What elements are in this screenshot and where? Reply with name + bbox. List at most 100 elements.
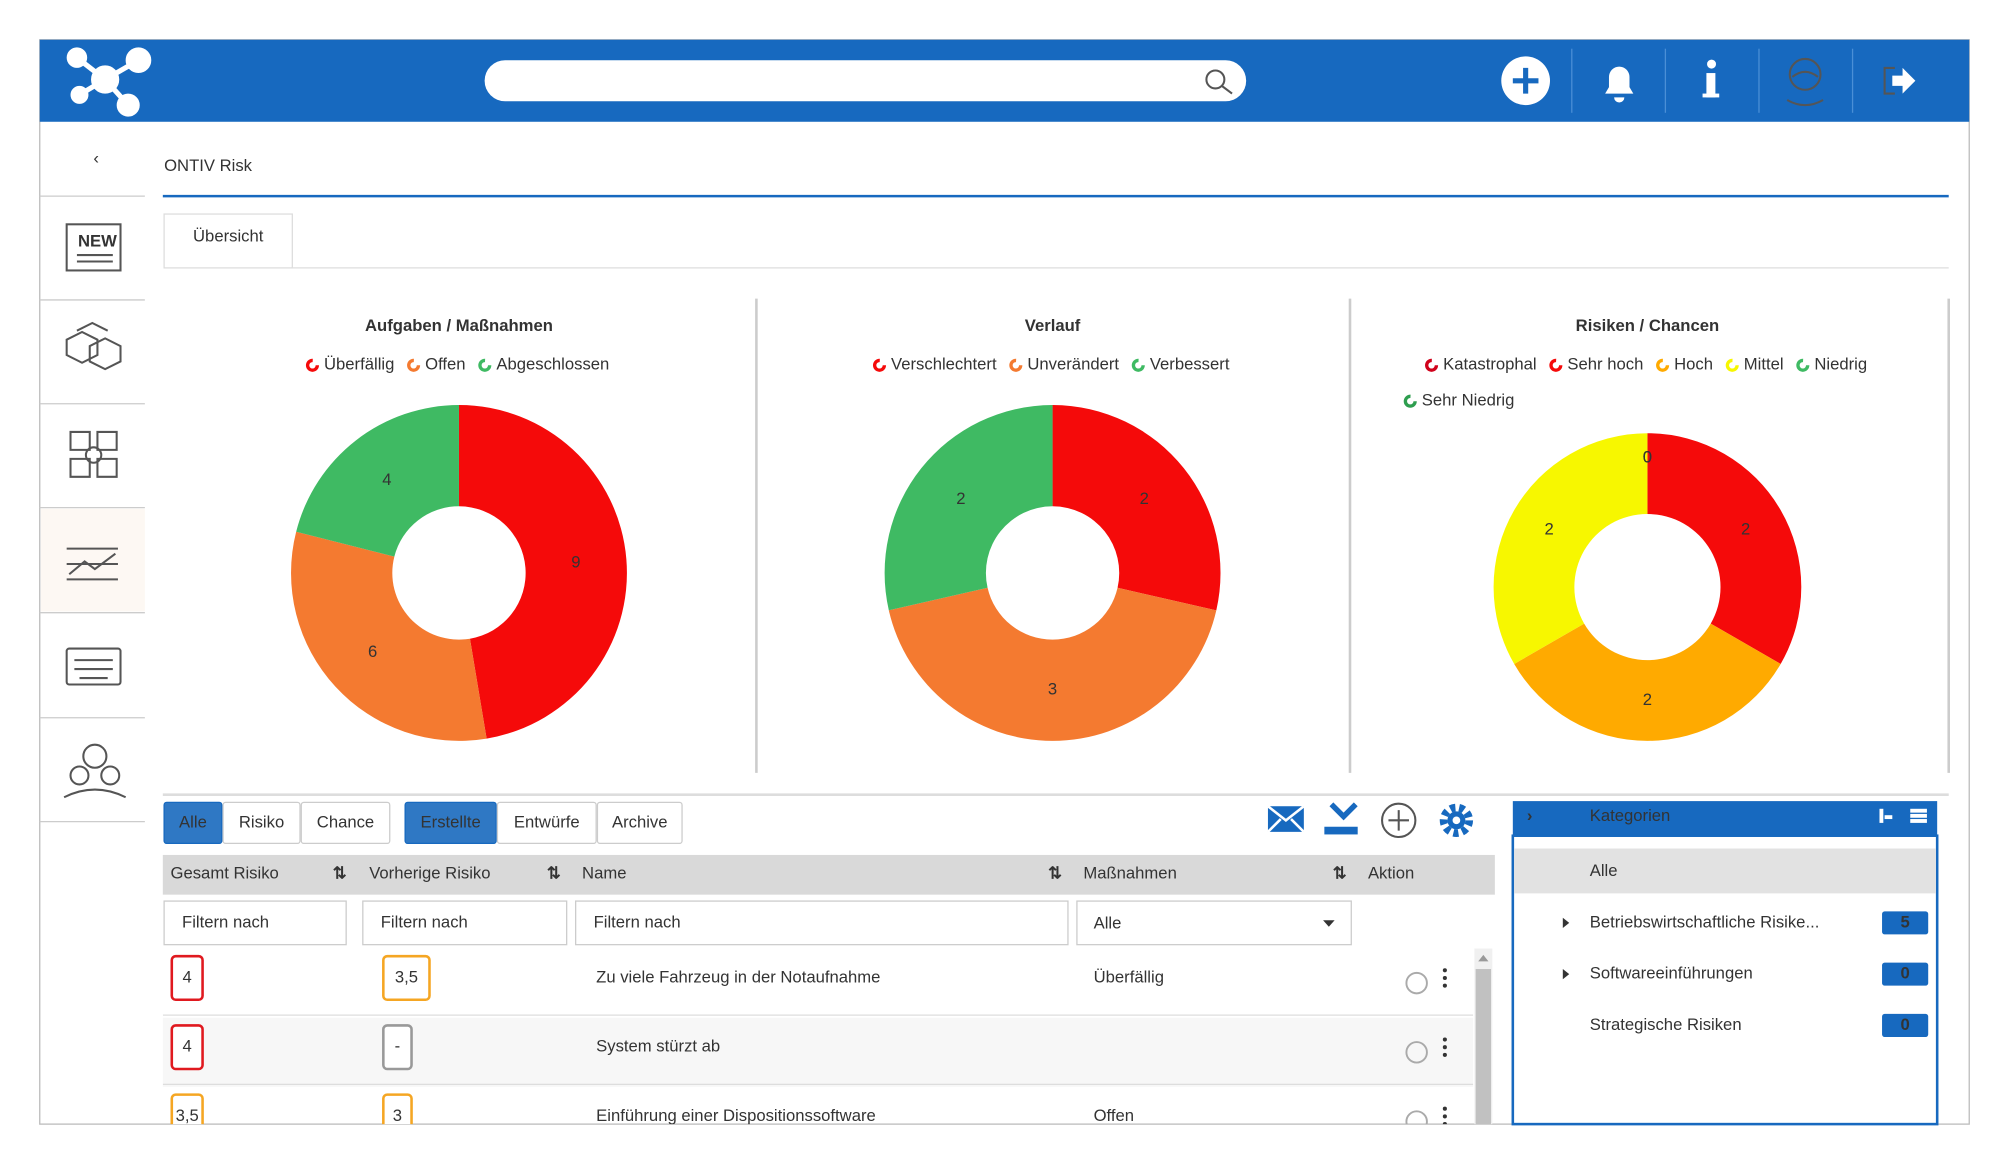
search-bar[interactable] — [484, 60, 1247, 102]
donut-slice[interactable] — [291, 531, 487, 741]
category-all-bg[interactable] — [1514, 848, 1936, 894]
filter-input[interactable] — [163, 900, 347, 946]
column-header[interactable]: Name — [582, 864, 626, 883]
filter-button[interactable] — [222, 801, 301, 845]
menu-dot[interactable] — [1442, 975, 1447, 981]
nav-risk[interactable] — [66, 547, 118, 581]
slice-label: 4 — [382, 470, 391, 489]
filter-button-label[interactable]: Entwürfe — [514, 812, 580, 831]
filter-input[interactable] — [575, 900, 1069, 946]
legend-label[interactable]: Niedrig — [1814, 355, 1867, 374]
filter-button-label[interactable]: Risiko — [239, 812, 284, 831]
column-header[interactable]: Vorherige Risiko — [369, 864, 490, 883]
comment-icon[interactable] — [1405, 1041, 1428, 1064]
collapse-button[interactable]: ‹ — [93, 148, 99, 167]
risk-name[interactable]: Zu viele Fahrzeug in der Notaufnahme — [596, 967, 880, 986]
legend-label[interactable]: Unverändert — [1027, 355, 1119, 374]
categories-tools[interactable] — [1879, 808, 1927, 823]
settings-button[interactable] — [1439, 803, 1474, 837]
donut-slice[interactable] — [1052, 405, 1221, 611]
column-header[interactable]: Aktion — [1368, 864, 1414, 883]
filter-button-label[interactable]: Erstellte — [421, 812, 481, 831]
user-button[interactable] — [1786, 57, 1824, 107]
expand-arrow[interactable] — [1562, 969, 1570, 980]
legend-label[interactable]: Sehr hoch — [1567, 355, 1643, 374]
donut-slice[interactable] — [458, 405, 627, 739]
search-icon[interactable] — [1205, 69, 1233, 95]
donut-slice[interactable] — [1493, 433, 1648, 664]
status-select[interactable] — [1076, 900, 1352, 946]
legend-label[interactable]: Katastrophal — [1443, 355, 1537, 374]
logout-button[interactable] — [1883, 66, 1916, 95]
menu-dot[interactable] — [1442, 1052, 1447, 1057]
legend-label[interactable]: Mittel — [1744, 355, 1784, 374]
mail-button[interactable] — [1267, 805, 1305, 833]
legend-label[interactable]: Hoch — [1674, 355, 1713, 374]
tab-label[interactable]: Übersicht — [193, 227, 264, 246]
donut-slice[interactable] — [296, 405, 459, 557]
filter-button-label[interactable]: Chance — [317, 812, 374, 831]
add-button[interactable] — [1501, 56, 1550, 106]
slice-label: 0 — [1643, 448, 1652, 467]
legend-label[interactable]: Offen — [425, 355, 465, 374]
nav-chat[interactable] — [69, 430, 118, 478]
risk-name[interactable]: Einführung einer Dispositionssoftware — [596, 1106, 876, 1125]
menu-dot[interactable] — [1442, 983, 1447, 988]
legend-label[interactable]: Abgeschlossen — [496, 355, 609, 374]
category-label[interactable]: Strategische Risiken — [1590, 1015, 1742, 1034]
categories-title: Kategorien — [1590, 806, 1671, 825]
categories-toggle[interactable]: › — [1527, 806, 1533, 825]
sort-icon[interactable]: ⇅ — [1333, 864, 1347, 883]
column-header[interactable]: Maßnahmen — [1083, 864, 1177, 883]
donut-slice[interactable] — [1514, 623, 1781, 741]
legend-label[interactable]: Sehr Niedrig — [1422, 391, 1515, 410]
donut-slice[interactable] — [1647, 433, 1802, 664]
column-header[interactable]: Gesamt Risiko — [171, 864, 279, 883]
tab[interactable] — [163, 213, 293, 269]
scroll-up[interactable] — [1478, 954, 1489, 962]
sort-icon[interactable]: ⇅ — [547, 864, 561, 883]
filter-button-label[interactable]: Archive — [612, 812, 668, 831]
filter-button[interactable] — [596, 801, 683, 845]
legend-label[interactable]: Verbessert — [1150, 355, 1230, 374]
risk-name[interactable]: System stürzt ab — [596, 1037, 720, 1056]
scrollbar-thumb[interactable] — [1475, 969, 1492, 1125]
menu-dot[interactable] — [1442, 1037, 1447, 1042]
category-label[interactable]: Softwareeinführungen — [1590, 964, 1753, 983]
menu-dot[interactable] — [1442, 1045, 1447, 1050]
nav-keyboard[interactable] — [65, 647, 122, 686]
nav-news[interactable]: NEW — [65, 223, 122, 272]
filter-button[interactable] — [163, 801, 223, 845]
slice-label: 2 — [1741, 520, 1750, 539]
notification-button[interactable] — [1605, 66, 1634, 103]
filter-button[interactable] — [496, 801, 597, 845]
legend-icon — [478, 358, 492, 372]
sort-icon[interactable]: ⇅ — [1048, 864, 1062, 883]
category-label[interactable]: Betriebswirtschaftliche Risike... — [1590, 912, 1820, 931]
sort-icon[interactable]: ⇅ — [333, 864, 347, 883]
slice-label: 3 — [1048, 680, 1057, 699]
add-row-button[interactable] — [1381, 802, 1417, 839]
expand-arrow[interactable] — [1562, 917, 1570, 928]
table: Gesamt Risiko Vorherige Risiko Name Maßnahm… — [162, 864, 1474, 1132]
filter-button[interactable] — [404, 801, 497, 845]
donut-slice[interactable] — [884, 405, 1053, 611]
comment-icon[interactable] — [1405, 1110, 1428, 1132]
nav-users[interactable] — [63, 743, 127, 799]
nav-boxes[interactable] — [65, 321, 122, 371]
menu-dot[interactable] — [1442, 1122, 1447, 1126]
info-button[interactable] — [1702, 59, 1720, 98]
import-button[interactable] — [1324, 802, 1358, 835]
donut-slice[interactable] — [888, 587, 1217, 741]
legend-label[interactable]: Verschlechtert — [891, 355, 997, 374]
filter-input[interactable] — [362, 900, 568, 946]
menu-dot[interactable] — [1442, 1114, 1447, 1119]
filter-button[interactable] — [300, 801, 391, 845]
legend-label[interactable]: Überfällig — [324, 355, 394, 374]
category-all[interactable]: Alle — [1590, 861, 1618, 880]
menu-dot[interactable] — [1442, 1106, 1447, 1111]
filter-button-label[interactable]: Alle — [179, 812, 207, 831]
comment-icon[interactable] — [1405, 971, 1428, 995]
menu-dot[interactable] — [1442, 968, 1447, 973]
slice-label: 6 — [368, 642, 377, 661]
